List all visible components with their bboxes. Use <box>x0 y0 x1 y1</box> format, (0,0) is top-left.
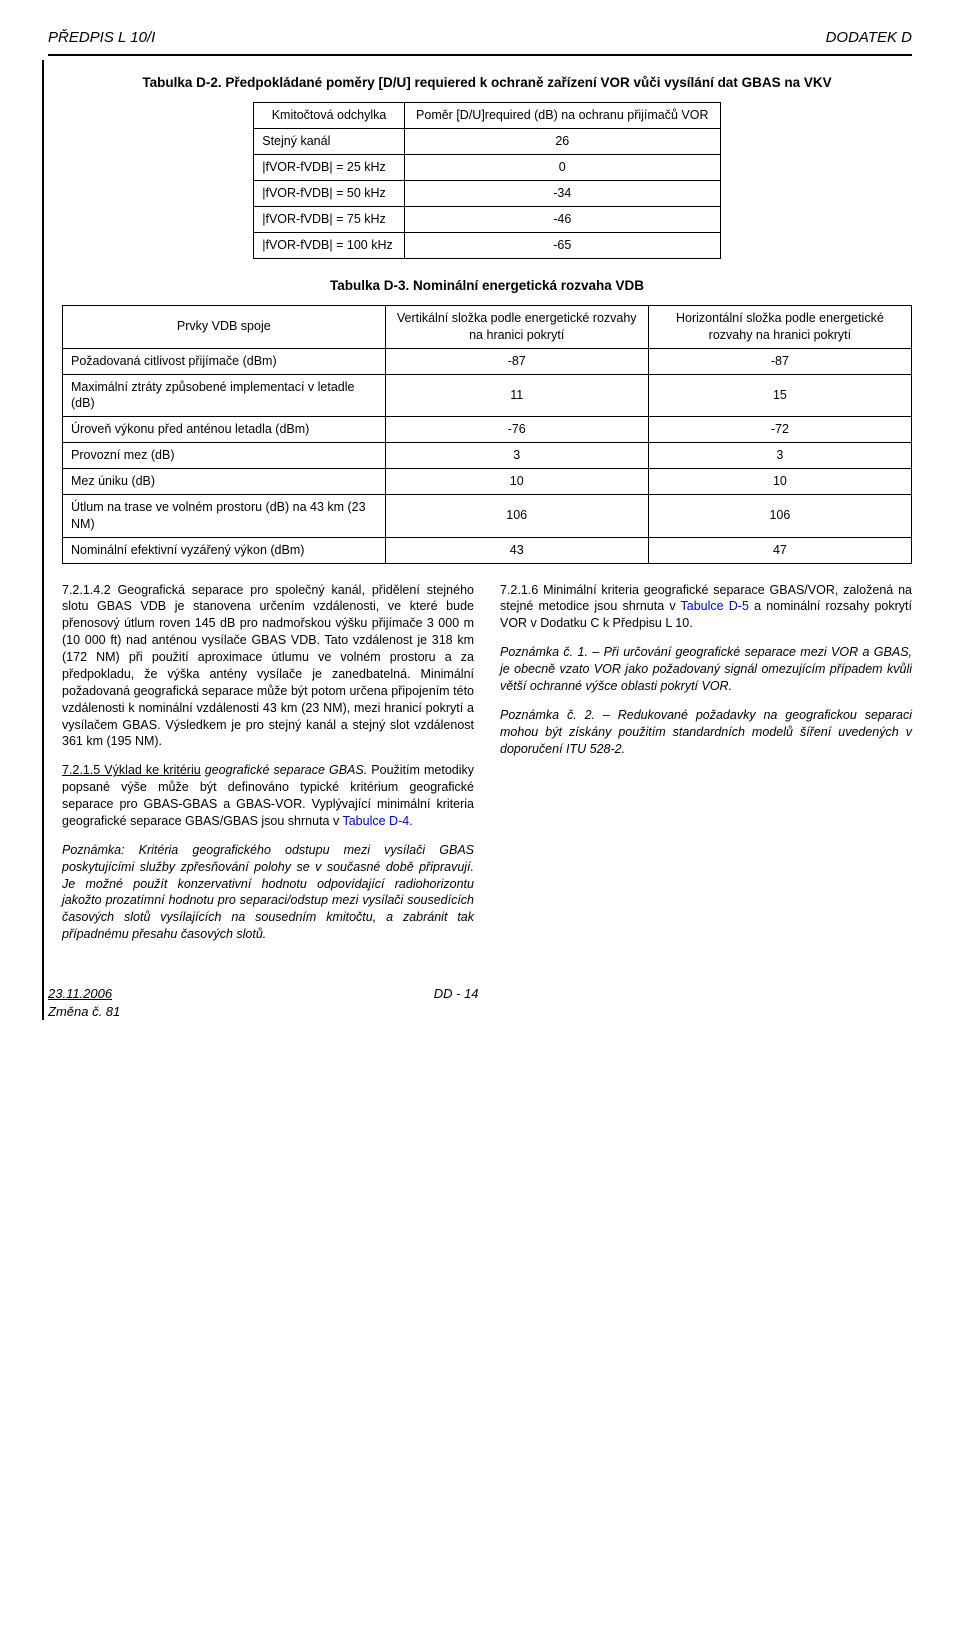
table-d2: Kmitočtová odchylka Poměr [D/U]required … <box>253 102 721 258</box>
table1-caption: Tabulka D-2. Předpokládané poměry [D/U] … <box>62 74 912 92</box>
table-row: Útlum na trase ve volném prostoru (dB) n… <box>63 494 912 537</box>
t2-r0c1: -87 <box>385 348 648 374</box>
t2-r2c0: Úroveň výkonu před anténou letadla (dBm) <box>63 417 386 443</box>
header-right: DODATEK D <box>826 28 912 48</box>
link-tabulce-d5[interactable]: Tabulce D-5 <box>681 599 749 613</box>
t1-head-1: Poměr [D/U]required (dB) na ochranu přij… <box>404 103 720 129</box>
t2-head-0: Prvky VDB spoje <box>63 305 386 348</box>
table-row: |fVOR-fVDB| = 25 kHz 0 <box>254 155 721 181</box>
t1-r4c0: |fVOR-fVDB| = 100 kHz <box>254 232 405 258</box>
t2-head-2: Horizontální složka podle energetické ro… <box>648 305 911 348</box>
table-row: |fVOR-fVDB| = 75 kHz -46 <box>254 206 721 232</box>
t2-head-1: Vertikální složka podle energetické rozv… <box>385 305 648 348</box>
t2-r0c0: Požadovaná citlivost přijímače (dBm) <box>63 348 386 374</box>
t1-r3c1: -46 <box>404 206 720 232</box>
right-column: 7.2.1.6 Minimální kriteria geografické s… <box>500 582 912 956</box>
table-row: Stejný kanál 26 <box>254 129 721 155</box>
t1-r4c1: -65 <box>404 232 720 258</box>
t2-r5c0: Útlum na trase ve volném prostoru (dB) n… <box>63 494 386 537</box>
p3-body: Kritéria geografického odstupu mezi vysí… <box>62 843 474 941</box>
table-d3: Prvky VDB spoje Vertikální složka podle … <box>62 305 912 564</box>
table-row: Provozní mez (dB) 3 3 <box>63 443 912 469</box>
t1-r1c0: |fVOR-fVDB| = 25 kHz <box>254 155 405 181</box>
t1-r0c0: Stejný kanál <box>254 129 405 155</box>
para-poznamka: Poznámka: Kritéria geografického odstupu… <box>62 842 474 943</box>
t2-r2c1: -76 <box>385 417 648 443</box>
table-row: Kmitočtová odchylka Poměr [D/U]required … <box>254 103 721 129</box>
para-7-2-1-4-2: 7.2.1.4.2 Geografická separace pro spole… <box>62 582 474 751</box>
t2-r6c1: 43 <box>385 537 648 563</box>
p3-lead: Poznámka: <box>62 843 125 857</box>
footer-spacer <box>792 985 912 1020</box>
table-row: Maximální ztráty způsobené implementací … <box>63 374 912 417</box>
header-rule <box>48 54 912 56</box>
left-column: 7.2.1.4.2 Geografická separace pro spole… <box>62 582 474 956</box>
t2-r0c2: -87 <box>648 348 911 374</box>
header-left: PŘEDPIS L 10/I <box>48 28 155 48</box>
table-row: Mez úniku (dB) 10 10 <box>63 469 912 495</box>
table-row: Nominální efektivní vyzářený výkon (dBm)… <box>63 537 912 563</box>
table-row: |fVOR-fVDB| = 50 kHz -34 <box>254 181 721 207</box>
t2-r5c1: 106 <box>385 494 648 537</box>
para-7-2-1-6: 7.2.1.6 Minimální kriteria geografické s… <box>500 582 912 633</box>
t1-head-0: Kmitočtová odchylka <box>254 103 405 129</box>
para-7-2-1-5: 7.2.1.5 Výklad ke kritériu geografické s… <box>62 762 474 830</box>
footer-page: DD - 14 <box>120 985 792 1020</box>
t2-r4c0: Mez úniku (dB) <box>63 469 386 495</box>
t2-r1c1: 11 <box>385 374 648 417</box>
t2-r4c1: 10 <box>385 469 648 495</box>
t1-r2c0: |fVOR-fVDB| = 50 kHz <box>254 181 405 207</box>
link-tabulce-d4[interactable]: Tabulce D-4. <box>342 814 412 828</box>
footer-change: Změna č. 81 <box>48 1004 120 1019</box>
t2-r6c2: 47 <box>648 537 911 563</box>
t2-r3c2: 3 <box>648 443 911 469</box>
t2-r5c2: 106 <box>648 494 911 537</box>
t2-r3c0: Provozní mez (dB) <box>63 443 386 469</box>
table-row: Úroveň výkonu před anténou letadla (dBm)… <box>63 417 912 443</box>
t2-r2c2: -72 <box>648 417 911 443</box>
t1-r1c1: 0 <box>404 155 720 181</box>
two-column-body: 7.2.1.4.2 Geografická separace pro spole… <box>62 582 912 956</box>
t1-r3c0: |fVOR-fVDB| = 75 kHz <box>254 206 405 232</box>
table-row: |fVOR-fVDB| = 100 kHz -65 <box>254 232 721 258</box>
footer-date: 23.11.2006 <box>48 986 112 1001</box>
page-footer: 23.11.2006 Změna č. 81 DD - 14 <box>48 985 912 1020</box>
t2-r1c0: Maximální ztráty způsobené implementací … <box>63 374 386 417</box>
footer-left: 23.11.2006 Změna č. 81 <box>48 985 120 1020</box>
table-row: Prvky VDB spoje Vertikální složka podle … <box>63 305 912 348</box>
revision-bar <box>42 60 44 1020</box>
table2-caption: Tabulka D-3. Nominální energetická rozva… <box>62 277 912 295</box>
t2-r3c1: 3 <box>385 443 648 469</box>
table-row: Požadovaná citlivost přijímače (dBm) -87… <box>63 348 912 374</box>
para-pozn1: Poznámka č. 1. – Při určování geografick… <box>500 644 912 695</box>
page-header: PŘEDPIS L 10/I DODATEK D <box>48 28 912 48</box>
t2-r1c2: 15 <box>648 374 911 417</box>
p2-lead: 7.2.1.5 Výklad ke kritériu <box>62 763 201 777</box>
p2-ital: geografické separace GBAS. <box>201 763 368 777</box>
t1-r2c1: -34 <box>404 181 720 207</box>
para-pozn2: Poznámka č. 2. – Redukované požadavky na… <box>500 707 912 758</box>
t1-r0c1: 26 <box>404 129 720 155</box>
t2-r6c0: Nominální efektivní vyzářený výkon (dBm) <box>63 537 386 563</box>
t2-r4c2: 10 <box>648 469 911 495</box>
